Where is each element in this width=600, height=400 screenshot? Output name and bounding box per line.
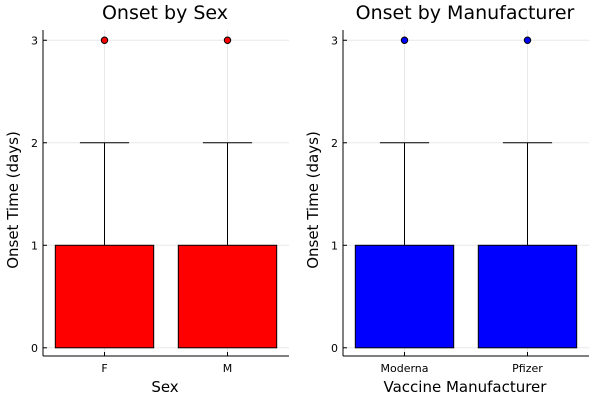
sex-ytick-label-0: 0 (31, 342, 38, 355)
sex-ytick-label-1: 1 (31, 239, 38, 252)
manufacturer-outlier-0-0 (400, 36, 409, 44)
manufacturer-ytick-label-2: 2 (331, 137, 338, 150)
manufacturer-outlier-1-0 (523, 36, 532, 44)
manufacturer-ytick-label-0: 0 (331, 342, 338, 355)
chart-manufacturer-y-axis-label: Onset Time (days) (304, 131, 322, 269)
manufacturer-ytick-label-1: 1 (331, 239, 338, 252)
sex-box-0 (54, 244, 155, 349)
chart-manufacturer-x-axis-label: Vaccine Manufacturer (384, 378, 548, 396)
chart-manufacturer: Onset by Manufacturer Vaccine Manufactur… (304, 2, 589, 396)
chart-sex-title: Onset by Sex (102, 2, 228, 24)
manufacturer-box-0 (354, 244, 455, 349)
chart-manufacturer-title: Onset by Manufacturer (356, 2, 575, 24)
manufacturer-box-1 (477, 244, 578, 349)
chart-sex-x-axis-label: Sex (151, 378, 178, 396)
chart-sex-y-axis-label: Onset Time (days) (4, 131, 22, 269)
sex-xtick-label-0: F (101, 362, 107, 375)
manufacturer-xtick-label-1: Pfizer (512, 362, 543, 375)
chart-manufacturer-plot-area: 0 1 2 3 Moderna Pfizer (331, 30, 589, 375)
sex-ytick-label-3: 3 (31, 34, 38, 47)
sex-xtick-label-1: M (223, 362, 233, 375)
sex-outlier-0-0 (100, 36, 109, 44)
sex-ytick-label-2: 2 (31, 137, 38, 150)
sex-box-1 (177, 244, 278, 349)
chart-sex: Onset by Sex Sex Onset Time (days) 0 1 2 3 F… (4, 2, 289, 396)
chart-sex-plot-area: 0 1 2 3 F M (31, 30, 289, 375)
sex-outlier-1-0 (223, 36, 232, 44)
manufacturer-ytick-label-3: 3 (331, 34, 338, 47)
manufacturer-xtick-label-0: Moderna (380, 362, 428, 375)
